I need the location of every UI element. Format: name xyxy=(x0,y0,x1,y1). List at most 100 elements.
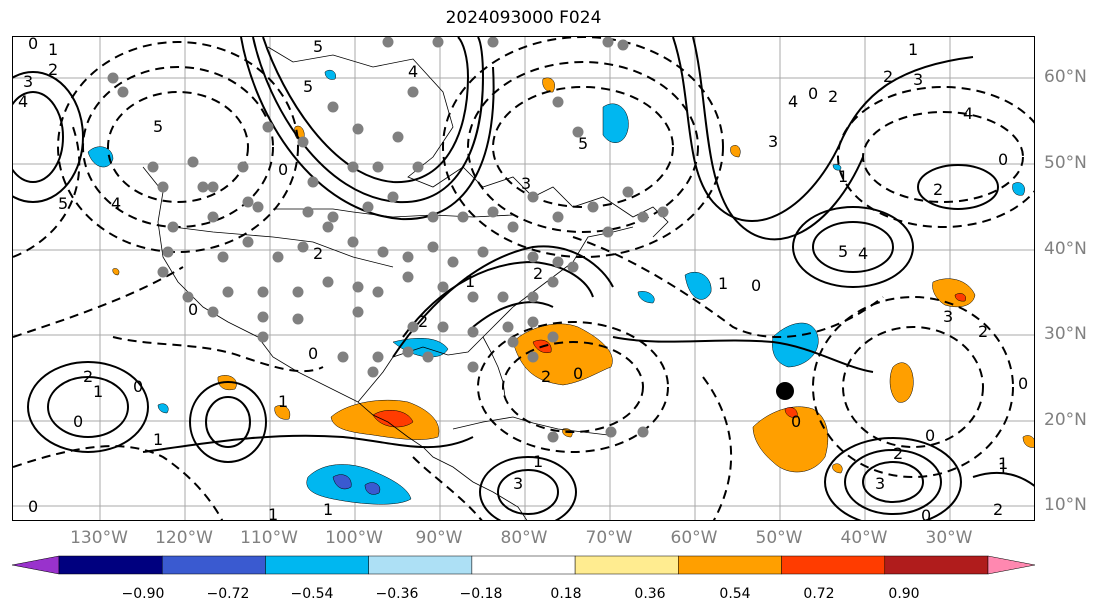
lat-label: 60°N xyxy=(1044,67,1087,87)
lon-label: 90°W xyxy=(415,528,463,548)
svg-text:0: 0 xyxy=(308,344,318,363)
svg-text:2: 2 xyxy=(893,444,903,463)
colorbar-tick-label: −0.36 xyxy=(375,586,419,602)
svg-text:3: 3 xyxy=(768,132,778,151)
colorbar-cell xyxy=(265,555,369,575)
svg-text:1: 1 xyxy=(465,272,475,291)
colorbar-cell xyxy=(678,555,782,575)
anomaly-patch xyxy=(157,403,169,414)
colorbar-tick-label: 0.90 xyxy=(888,586,920,602)
lon-label: 30°W xyxy=(925,528,973,548)
anomaly-patch xyxy=(730,145,741,158)
colorbar-cell xyxy=(161,555,266,575)
anomaly-patch xyxy=(832,463,843,474)
lon-label: 120°W xyxy=(155,528,213,548)
anomaly-patch xyxy=(274,405,291,420)
colorbar-tick-label: 0.54 xyxy=(719,586,751,602)
svg-text:5: 5 xyxy=(578,134,588,153)
svg-text:4: 4 xyxy=(18,92,28,111)
lon-label: 110°W xyxy=(240,528,298,548)
svg-text:1: 1 xyxy=(998,454,1008,473)
map-canvas: 0 1 2 3 4 5 5 5 4 5 3 4 3 2 1 0 1 2 3 4 … xyxy=(13,37,1034,521)
anomaly-patch xyxy=(512,323,613,386)
svg-text:1: 1 xyxy=(48,40,58,59)
colorbar-cell xyxy=(58,555,163,575)
svg-text:3: 3 xyxy=(513,474,523,493)
svg-text:1: 1 xyxy=(533,452,543,471)
svg-text:4: 4 xyxy=(963,104,973,123)
svg-text:4: 4 xyxy=(788,92,798,111)
lon-label: 80°W xyxy=(500,528,548,548)
anomaly-patch xyxy=(772,322,819,368)
lon-label: 130°W xyxy=(70,528,128,548)
anomaly-patch xyxy=(602,103,629,143)
svg-text:5: 5 xyxy=(153,117,163,136)
svg-text:0: 0 xyxy=(573,364,583,383)
anomaly-patch xyxy=(306,464,412,505)
colorbar-tick-label: 0.18 xyxy=(550,586,582,602)
svg-text:0: 0 xyxy=(28,497,38,516)
svg-text:1: 1 xyxy=(908,40,918,59)
svg-text:1: 1 xyxy=(268,505,278,521)
svg-text:2: 2 xyxy=(883,67,893,86)
svg-text:2: 2 xyxy=(541,367,551,386)
lon-label: 50°W xyxy=(755,528,803,548)
svg-text:2: 2 xyxy=(533,264,543,283)
lat-label: 30°N xyxy=(1044,324,1087,344)
svg-text:2: 2 xyxy=(993,500,1003,519)
colorbar-cell xyxy=(11,555,60,575)
colorbar-tick-label: 0.36 xyxy=(634,586,666,602)
svg-text:0: 0 xyxy=(998,150,1008,169)
svg-text:1: 1 xyxy=(323,500,333,519)
svg-text:0: 0 xyxy=(925,426,935,445)
svg-text:3: 3 xyxy=(23,72,33,91)
svg-text:3: 3 xyxy=(913,70,923,89)
svg-text:2: 2 xyxy=(313,244,323,263)
svg-text:0: 0 xyxy=(133,377,143,396)
map-area: 0 1 2 3 4 5 5 5 4 5 3 4 3 2 1 0 1 2 3 4 … xyxy=(12,36,1035,521)
svg-text:0: 0 xyxy=(73,412,83,431)
svg-text:5: 5 xyxy=(838,242,848,261)
svg-text:3: 3 xyxy=(875,474,885,493)
svg-text:1: 1 xyxy=(93,382,103,401)
svg-text:5: 5 xyxy=(313,37,323,56)
svg-text:0: 0 xyxy=(28,37,38,53)
anomaly-patch xyxy=(542,77,555,93)
svg-text:4: 4 xyxy=(111,194,121,213)
colorbar-tick-label: −0.72 xyxy=(206,586,250,602)
anomaly-patch xyxy=(112,268,120,276)
lat-label: 50°N xyxy=(1044,153,1087,173)
map-title: 2024093000 F024 xyxy=(445,8,602,28)
svg-text:1: 1 xyxy=(278,392,288,411)
lat-label: 10°N xyxy=(1044,495,1087,515)
lon-label: 40°W xyxy=(840,528,888,548)
svg-text:1: 1 xyxy=(838,167,848,186)
svg-text:2: 2 xyxy=(418,312,428,331)
colorbar-cell xyxy=(781,555,886,575)
anomaly-patch xyxy=(752,406,829,473)
solid-contours xyxy=(13,37,1034,520)
svg-text:2: 2 xyxy=(978,322,988,341)
lon-label: 100°W xyxy=(325,528,383,548)
colorbar-tick-label: 0.72 xyxy=(803,586,835,602)
svg-text:2: 2 xyxy=(48,60,58,79)
svg-text:4: 4 xyxy=(408,62,418,81)
colorbar-cell xyxy=(471,555,576,575)
anomaly-patch xyxy=(784,407,798,418)
anomaly-patch xyxy=(332,474,352,490)
anomaly-patch xyxy=(637,291,655,304)
dashed-contours xyxy=(13,37,1034,520)
svg-text:0: 0 xyxy=(751,276,761,295)
colorbar-tick-label: −0.90 xyxy=(121,586,165,602)
colorbar-cells xyxy=(11,555,1036,575)
colorbar-tick-label: −0.54 xyxy=(290,586,334,602)
svg-text:3: 3 xyxy=(943,307,953,326)
colorbar-cell xyxy=(574,555,679,575)
svg-text:1: 1 xyxy=(718,274,728,293)
anomaly-patch xyxy=(324,69,336,80)
svg-text:2: 2 xyxy=(933,180,943,199)
svg-text:0: 0 xyxy=(278,160,288,179)
lon-label: 60°W xyxy=(670,528,718,548)
contour-labels: 0 1 2 3 4 5 5 5 4 5 3 4 3 2 1 0 1 2 3 4 … xyxy=(18,37,1028,521)
anomaly-patch xyxy=(889,362,914,403)
